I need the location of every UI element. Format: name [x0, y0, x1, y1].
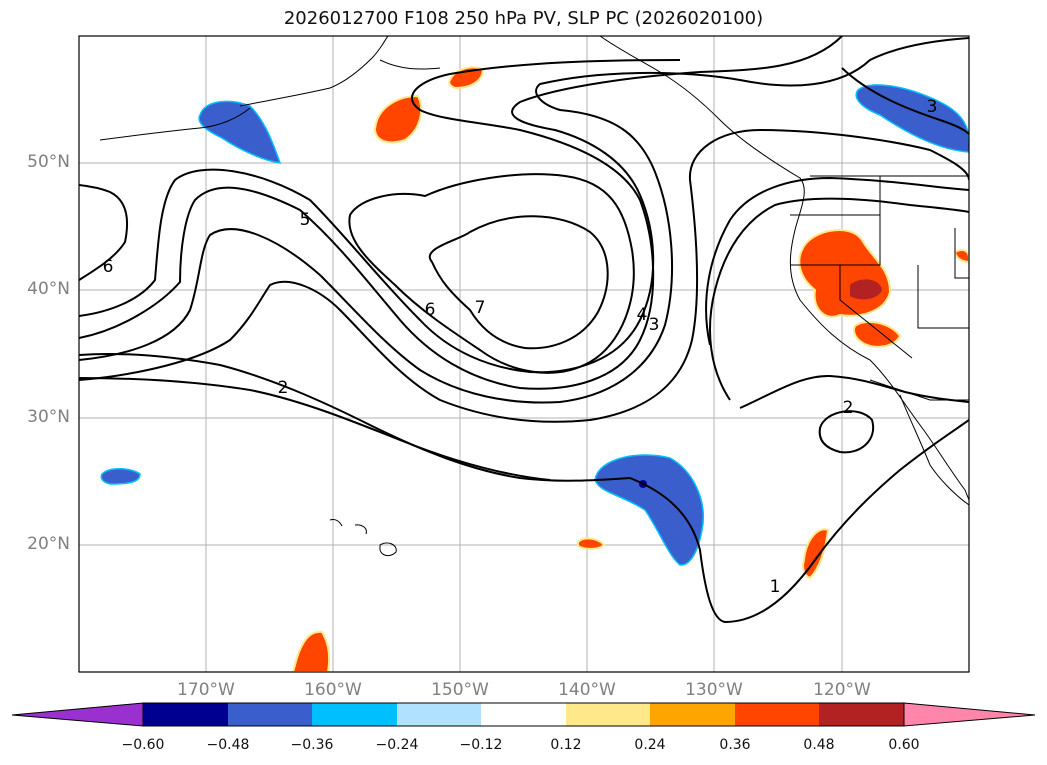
contour-label: 6	[103, 257, 114, 277]
contour-2-small	[818, 410, 875, 454]
lon-label: 150°W	[431, 680, 489, 700]
colorbar-bin	[819, 703, 904, 726]
coastlines	[99, 36, 969, 557]
lat-label: 40°N	[27, 279, 70, 299]
contour-labels: 6 5 6 7 4 3 2 2 1 3	[103, 97, 938, 597]
pv-blob-neg-northeast	[855, 84, 969, 153]
contour-4	[79, 37, 969, 404]
lat-label: 30°N	[27, 407, 70, 427]
colorbar-bin	[735, 703, 819, 726]
pv-blob-pos-south	[291, 630, 331, 672]
lon-label: 170°W	[177, 680, 235, 700]
colorbar-bin	[397, 703, 481, 726]
colorbar-tick-label: −0.24	[375, 737, 419, 753]
contour-label: 3	[927, 97, 938, 117]
contour-5-east	[705, 176, 969, 346]
colorbar-tick-label: −0.12	[459, 737, 503, 753]
pv-blob-pos-arizona	[853, 320, 902, 348]
contour-label: 7	[475, 298, 486, 318]
contour-label: 6	[425, 300, 436, 320]
lon-label: 120°W	[813, 680, 871, 700]
colorbar-tick-label: 0.60	[888, 737, 920, 753]
lat-label: 50°N	[27, 152, 70, 172]
lat-label: 20°N	[27, 534, 70, 554]
contour-label: 1	[770, 577, 781, 597]
colorbar-tick-label: 0.36	[719, 737, 751, 753]
colorbar-tick-label: −0.48	[206, 737, 250, 753]
contour-high-6-inner	[348, 173, 635, 374]
contour-6-left	[79, 184, 129, 281]
contour-label: 3	[649, 315, 660, 335]
lon-label: 160°W	[304, 680, 362, 700]
positive-pv-anomalies	[291, 66, 969, 672]
contour-2-west	[79, 377, 551, 481]
lon-label: 140°W	[558, 680, 616, 700]
colorbar-extend-high	[903, 702, 1036, 727]
plot-frame	[78, 35, 970, 673]
contour-5	[79, 59, 681, 390]
colorbar	[11, 702, 1036, 727]
pv-blob-neg-west	[100, 468, 141, 485]
colorbar-bin	[143, 703, 228, 726]
contour-2-south	[629, 419, 969, 624]
pv-blob-neg-aleutian	[198, 100, 282, 164]
contour-6	[79, 36, 843, 374]
contour-label: 2	[843, 398, 854, 418]
pv-blob-pos-north-pacific	[373, 94, 423, 144]
contour-3-east	[739, 374, 969, 409]
colorbar-bin	[566, 703, 650, 726]
colorbar-bin	[650, 703, 735, 726]
contour-3	[79, 128, 969, 423]
map-title: 2026012700 F108 250 hPa PV, SLP PC (2026…	[283, 8, 764, 29]
pv-blob-neg-central	[594, 454, 704, 566]
colorbar-tick-label: −0.36	[290, 737, 334, 753]
colorbar-tick-label: −0.60	[121, 737, 165, 753]
pv-blob-pos-hawaii-east	[577, 537, 606, 550]
colorbar-tick-label: 0.12	[550, 737, 582, 753]
colorbar-extend-low	[11, 702, 144, 727]
colorbar-bin	[312, 703, 397, 726]
pv-blob-pos-east-edge	[953, 249, 969, 264]
slp-contours	[79, 36, 969, 624]
colorbar-tick-label: 0.24	[634, 737, 666, 753]
colorbar-bin	[481, 703, 566, 726]
contour-label: 2	[278, 378, 289, 398]
contour-high-7	[428, 215, 609, 350]
contour-ne-corner	[841, 67, 969, 135]
pv-blob-pos-mexico	[802, 528, 830, 580]
contour-4-east	[709, 197, 969, 401]
contour-label: 5	[300, 210, 311, 230]
colorbar-bin	[228, 703, 312, 726]
lon-label: 130°W	[685, 680, 743, 700]
pv-blob-pos-nevada-strong	[850, 279, 882, 300]
colorbar-tick-label: 0.48	[803, 737, 835, 753]
contour-label: 4	[637, 305, 648, 325]
negative-pv-anomalies	[100, 84, 969, 566]
